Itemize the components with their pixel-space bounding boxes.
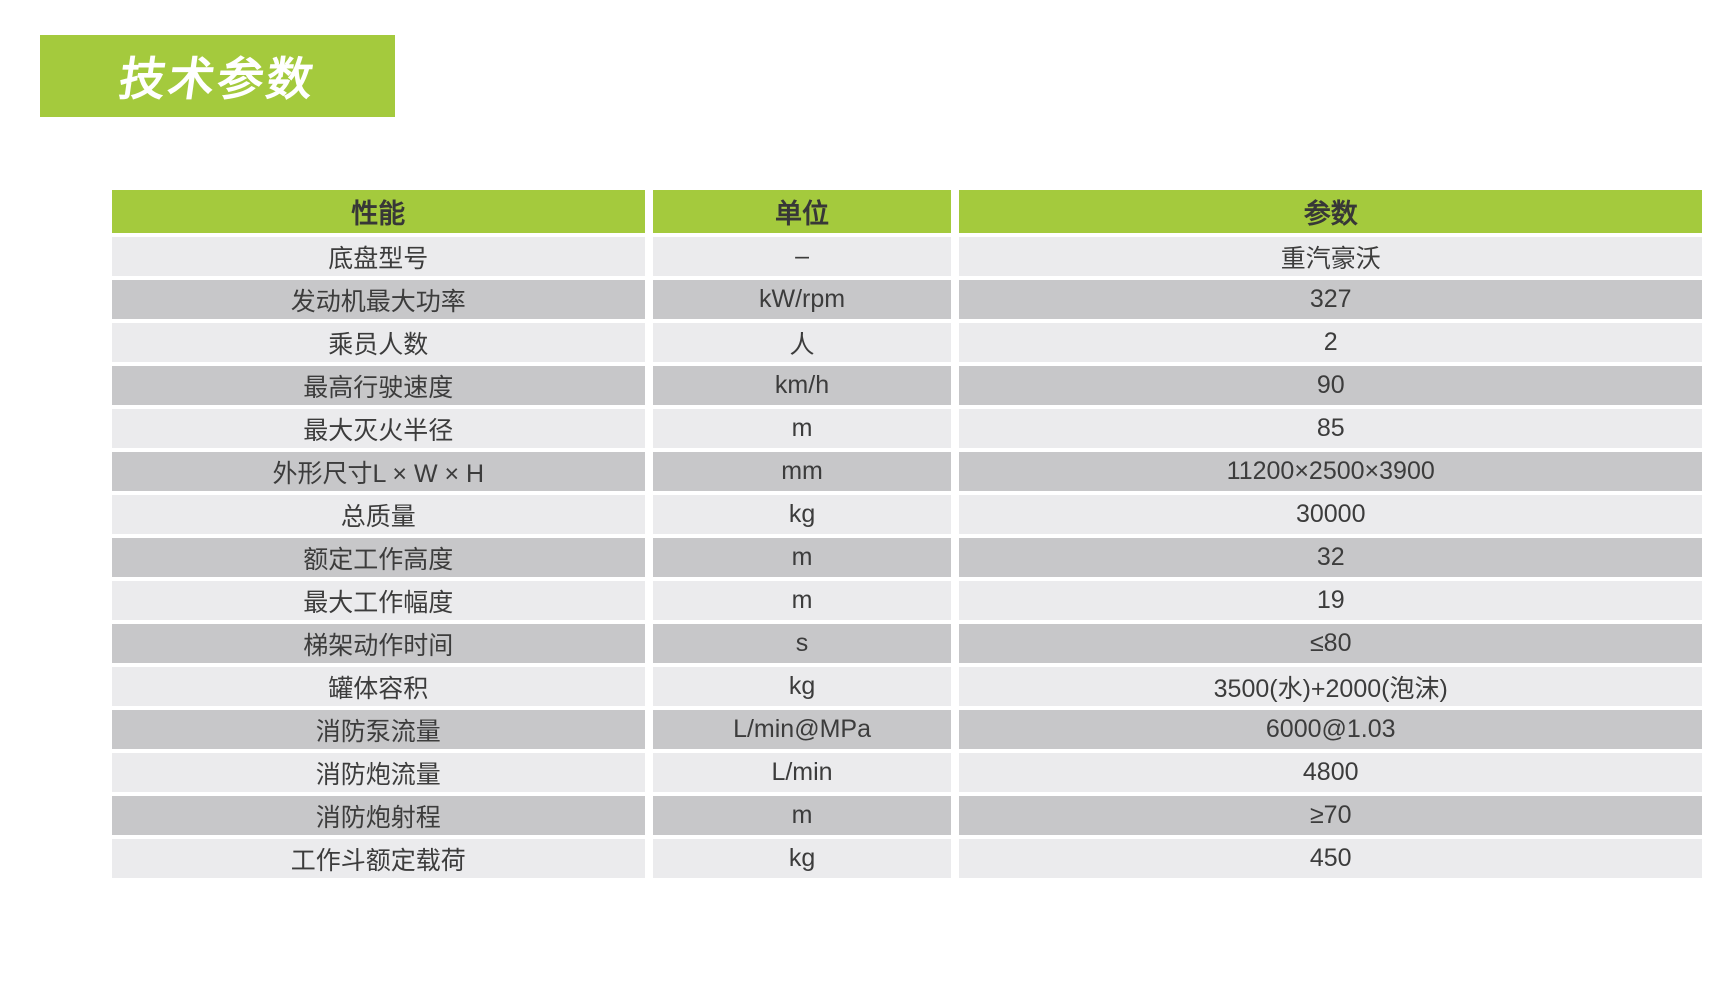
spec-name-cell: 工作斗额定载荷 [112,839,653,882]
spec-value-cell: 3500(水)+2000(泡沫) [959,667,1702,710]
spec-unit-cell: m [652,538,960,581]
spec-name-cell: 总质量 [112,495,653,538]
spec-name-cell: 乘员人数 [112,323,653,366]
spec-unit-cell: kg [652,495,960,538]
spec-unit-cell: km/h [652,366,960,409]
spec-name-cell: 最高行驶速度 [112,366,653,409]
spec-name-cell: 额定工作高度 [112,538,653,581]
page-title: 技术参数 [115,53,319,105]
spec-name-cell: 底盘型号 [112,237,653,280]
spec-unit-cell: kg [652,667,960,710]
table-row: 最高行驶速度 km/h 90 [112,366,1702,409]
table-row: 消防泵流量 L/min@MPa 6000@1.03 [112,710,1702,753]
spec-name-cell: 消防炮流量 [112,753,653,796]
table-row: 梯架动作时间 s ≤80 [112,624,1702,667]
spec-unit-cell: L/min [652,753,960,796]
spec-name-cell: 最大灭火半径 [112,409,653,452]
spec-name-cell: 消防泵流量 [112,710,653,753]
spec-value-cell: 85 [959,409,1702,452]
table-row: 额定工作高度 m 32 [112,538,1702,581]
table-row: 最大工作幅度 m 19 [112,581,1702,624]
spec-value-cell: 重汽豪沃 [959,237,1702,280]
technical-parameters-table: 性能 单位 参数 底盘型号 – 重汽豪沃 发动机最大功率 kW/rpm 327 乘员人数人 2… [112,190,1702,882]
spec-value-cell: 6000@1.03 [959,710,1702,753]
column-header-unit: 单位 [652,190,960,237]
spec-value-cell: 11200×2500×3900 [959,452,1702,495]
spec-unit-cell: mm [652,452,960,495]
spec-name-cell: 罐体容积 [112,667,653,710]
table-row: 发动机最大功率 kW/rpm 327 [112,280,1702,323]
spec-unit-cell: s [652,624,960,667]
table-row: 最大灭火半径 m 85 [112,409,1702,452]
spec-value-cell: 19 [959,581,1702,624]
table-row: 底盘型号 – 重汽豪沃 [112,237,1702,280]
spec-value-cell: 30000 [959,495,1702,538]
table-row: 总质量 kg 30000 [112,495,1702,538]
table-row: 消防炮流量 L/min 4800 [112,753,1702,796]
spec-value-cell: ≤80 [959,624,1702,667]
spec-unit-cell: m [652,409,960,452]
table-row: 罐体容积 kg 3500(水)+2000(泡沫) [112,667,1702,710]
spec-name-cell: 最大工作幅度 [112,581,653,624]
spec-unit-cell: m [652,581,960,624]
table-body: 底盘型号 – 重汽豪沃 发动机最大功率 kW/rpm 327 乘员人数人 2 最高行驶速度 km/… [112,237,1702,882]
spec-unit-cell: kg [652,839,960,882]
spec-name-cell: 消防炮射程 [112,796,653,839]
spec-unit-cell: L/min@MPa [652,710,960,753]
spec-value-cell: 2 [959,323,1702,366]
spec-value-cell: 32 [959,538,1702,581]
spec-name-cell: 外形尺寸L × W × H [112,452,653,495]
spec-name-cell: 发动机最大功率 [112,280,653,323]
header-row: 性能 单位 参数 [112,190,1702,237]
spec-value-cell: 450 [959,839,1702,882]
section-title-banner: 技术参数 [40,35,395,117]
spec-value-cell: 327 [959,280,1702,323]
column-header-parameter: 参数 [959,190,1702,237]
table-row: 工作斗额定载荷 kg 450 [112,839,1702,882]
spec-value-cell: ≥70 [959,796,1702,839]
spec-unit-cell: 人 [652,323,960,366]
spec-value-cell: 90 [959,366,1702,409]
spec-unit-cell: – [652,237,960,280]
column-header-performance: 性能 [112,190,653,237]
table-header: 性能 单位 参数 [112,190,1702,237]
spec-unit-cell: kW/rpm [652,280,960,323]
table-row: 消防炮射程 m ≥70 [112,796,1702,839]
spec-name-cell: 梯架动作时间 [112,624,653,667]
spec-value-cell: 4800 [959,753,1702,796]
spec-table-container: 性能 单位 参数 底盘型号 – 重汽豪沃 发动机最大功率 kW/rpm 327 乘员人数人 2… [112,190,1702,882]
spec-unit-cell: m [652,796,960,839]
table-row: 乘员人数人 2 [112,323,1702,366]
